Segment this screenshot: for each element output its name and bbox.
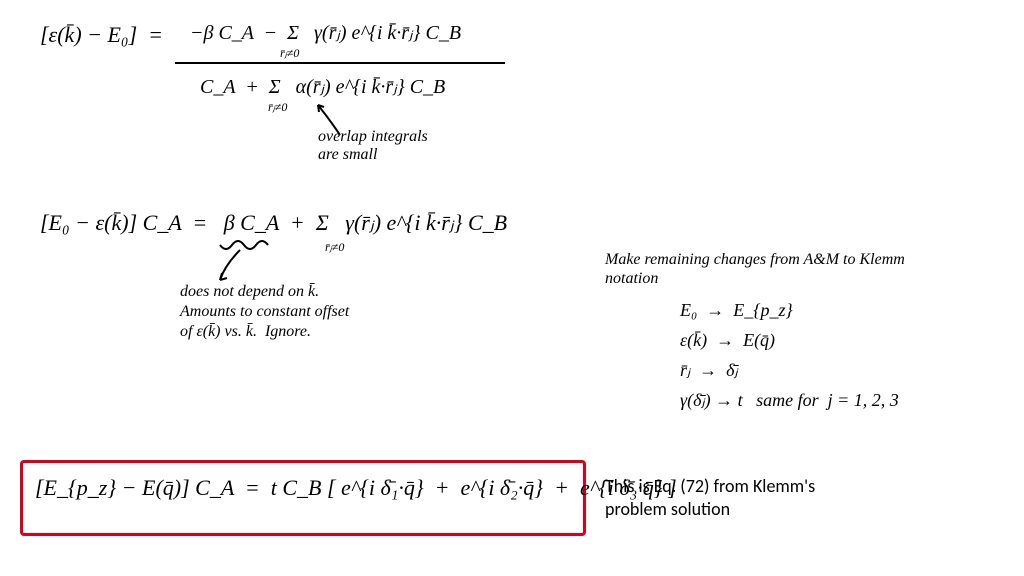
eq1-denominator: C_A + Σ α(r̄ⱼ) e^{i k̄·r̄ⱼ} C_B	[200, 74, 445, 99]
boxed-equation: [E_{p_z} − E(q̄)] C_A = t C_B [ e^{i δ̄₁…	[35, 475, 677, 501]
eq1-den-sumsub: r̄ⱼ≠0	[268, 100, 287, 115]
eq2-note: does not depend on k̄. Amounts to consta…	[180, 282, 349, 342]
notation-intro: Make remaining changes from A&M to Klemm…	[605, 250, 905, 288]
eq1-num-sumsub: r̄ⱼ≠0	[280, 46, 299, 61]
eq2-sumsub: r̄ⱼ≠0	[325, 240, 344, 255]
eq1-numerator: −β C_A − Σ γ(r̄ⱼ) e^{i k̄·r̄ⱼ} C_B	[190, 20, 461, 45]
eq1-note-overlap: overlap integrals are small	[318, 128, 428, 165]
eq2-line: [E₀ − ε(k̄)] C_A = β C_A + Σ γ(r̄ⱼ) e^{i…	[40, 210, 507, 236]
eq1-lhs: [ε(k̄) − E₀] =	[40, 22, 163, 48]
notation-map3: r̄ⱼ → δ̄ⱼ	[680, 360, 738, 381]
eq1-fraction-bar	[175, 62, 505, 64]
caption-eq72: This is Eq. (72) from Klemm's problem so…	[605, 475, 815, 520]
notation-map1: E₀ → E_{p_z}	[680, 300, 793, 321]
notation-map4: γ(δ̄ⱼ) → t same for j = 1, 2, 3	[680, 390, 899, 411]
notation-map2: ε(k̄) → E(q̄)	[680, 330, 775, 351]
